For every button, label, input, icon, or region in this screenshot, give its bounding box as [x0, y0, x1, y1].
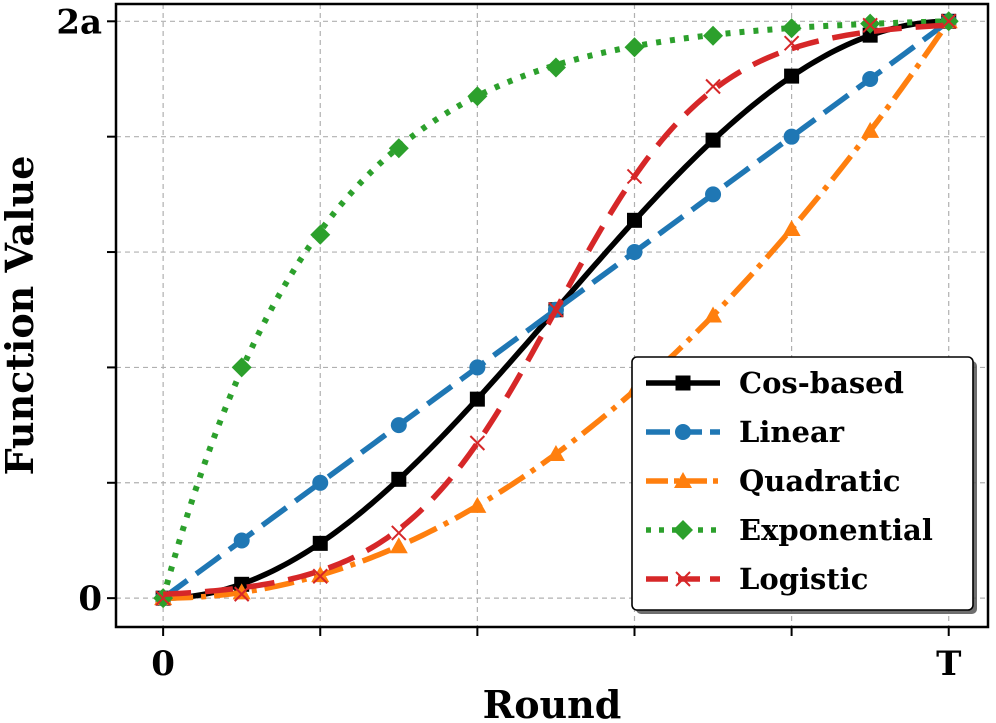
data-point — [546, 444, 565, 461]
data-point — [312, 474, 329, 491]
series-logistic — [155, 13, 957, 606]
y-axis-title: Function Value — [0, 156, 42, 476]
data-point — [862, 17, 878, 34]
data-point — [624, 37, 645, 58]
data-point — [469, 435, 486, 451]
data-point — [941, 13, 957, 30]
data-point — [469, 359, 486, 376]
data-point — [391, 525, 407, 541]
data-point — [390, 417, 407, 434]
data-point — [155, 590, 171, 606]
grid — [116, 4, 988, 627]
x-tick-label: T — [936, 644, 961, 684]
data-point — [389, 537, 408, 554]
legend-item: Cos-based — [646, 366, 904, 400]
data-point — [861, 121, 880, 138]
data-point — [781, 18, 802, 39]
data-point — [312, 568, 328, 584]
data-point — [626, 168, 643, 185]
series-line — [160, 18, 949, 599]
plot-frame — [114, 2, 990, 629]
data-point — [705, 78, 721, 95]
legend-item: Quadratic — [646, 464, 901, 498]
data-point — [860, 13, 881, 34]
data-point — [231, 357, 252, 378]
legend-label: Cos-based — [739, 366, 904, 400]
legend-marker — [673, 520, 693, 540]
data-point — [862, 70, 879, 87]
legend-marker — [675, 571, 691, 587]
legend-item: Exponential — [646, 513, 933, 547]
y-tick-label: 2a — [56, 2, 102, 42]
legend-label: Exponential — [739, 513, 933, 547]
data-point — [704, 306, 723, 323]
data-point — [311, 566, 330, 583]
data-point — [469, 391, 485, 407]
axis-ticks: 0 T 0 2a — [56, 2, 961, 684]
data-point — [783, 128, 800, 145]
y-tick-label: 0 — [78, 579, 102, 619]
data-point — [545, 57, 566, 78]
legend-marker — [674, 472, 692, 488]
x-axis-title: Round — [483, 682, 622, 723]
legend-label: Logistic — [739, 562, 868, 596]
data-point — [233, 532, 250, 549]
data-point — [388, 138, 409, 159]
data-point — [232, 583, 251, 600]
legend-marker — [675, 424, 691, 440]
data-point — [784, 68, 800, 84]
data-point — [391, 471, 407, 487]
data-point — [548, 302, 564, 318]
legend-label: Linear — [739, 415, 845, 449]
data-point — [705, 186, 722, 203]
data-point — [626, 212, 642, 228]
data-point — [626, 244, 643, 261]
legend: Cos-based Linear Quadratic Exponential Logis… — [631, 356, 977, 614]
data-point — [782, 219, 801, 236]
legend-label: Quadratic — [739, 464, 901, 498]
data-point — [468, 496, 487, 513]
data-point — [233, 586, 250, 602]
legend-box — [631, 356, 974, 611]
legend-item: Logistic — [646, 562, 868, 596]
data-point — [703, 25, 724, 46]
data-point — [467, 86, 488, 107]
legend-marker — [675, 375, 691, 391]
x-tick-label: 0 — [151, 644, 175, 684]
data-point — [705, 132, 721, 148]
data-point — [783, 35, 800, 51]
legend-item: Linear — [646, 415, 845, 449]
plot-area — [153, 11, 959, 609]
data-point — [310, 224, 331, 245]
data-point — [312, 535, 328, 551]
